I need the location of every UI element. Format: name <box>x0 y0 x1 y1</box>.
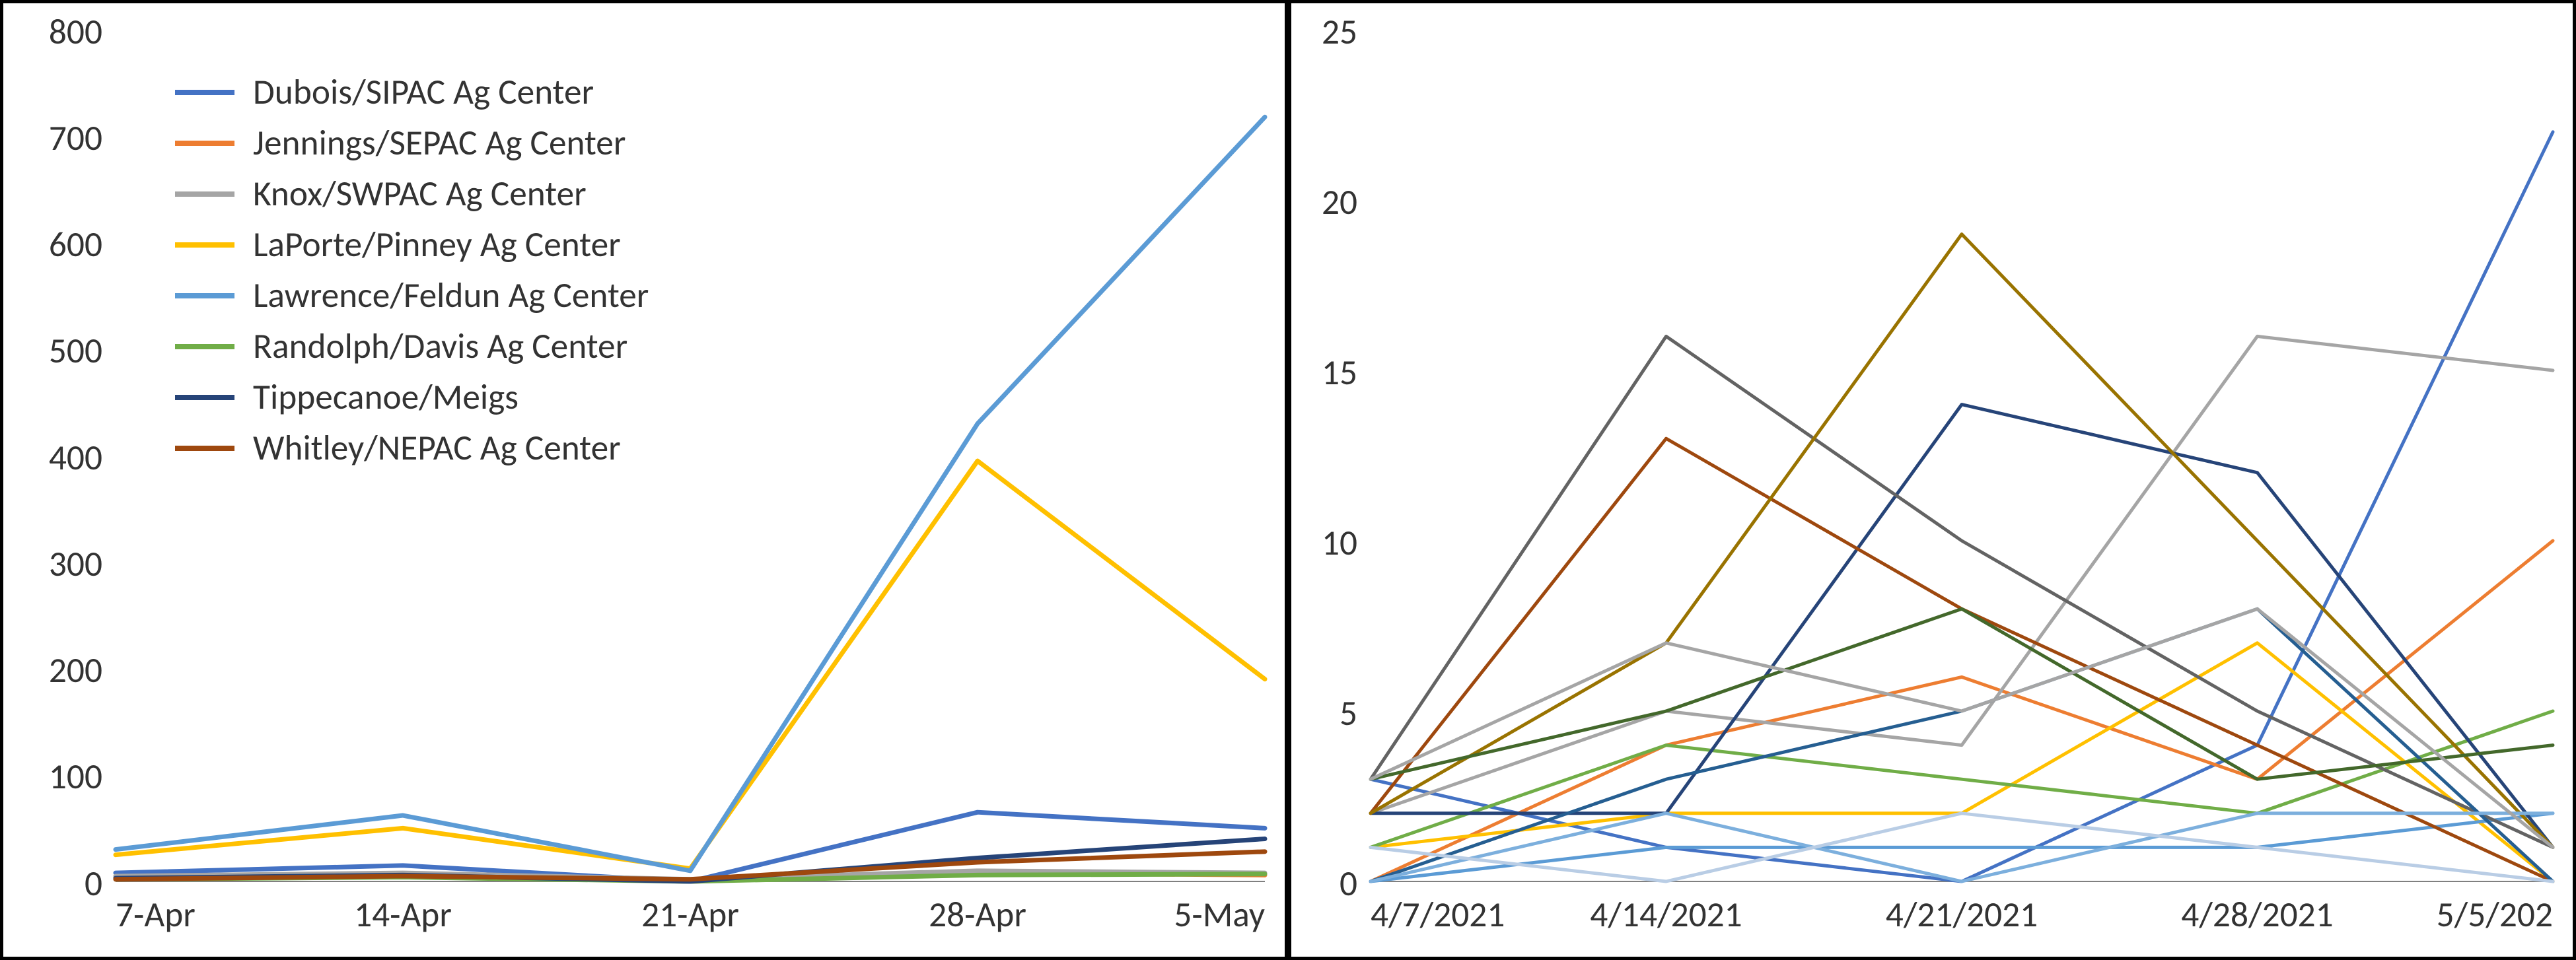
legend-swatch <box>175 395 234 400</box>
y-tick-label: 200 <box>3 649 102 692</box>
y-tick-label: 10 <box>1291 522 1357 565</box>
y-tick-label: 0 <box>1291 862 1357 905</box>
x-tick-label: 4/14/2021 <box>1590 893 1742 936</box>
y-tick-label: 25 <box>1291 11 1357 53</box>
x-tick-label: 7-Apr <box>116 893 196 936</box>
y-tick-label: 500 <box>3 329 102 372</box>
x-tick-label: 4/28/2021 <box>2181 893 2333 936</box>
legend-label: Whitley/NEPAC Ag Center <box>253 427 621 469</box>
legend-item: Randolph/Davis Ag Center <box>175 325 649 368</box>
x-tick-label: 4/21/2021 <box>1886 893 2038 936</box>
legend-item: Whitley/NEPAC Ag Center <box>175 427 649 469</box>
charts-wrap: Dubois/SIPAC Ag Center Jennings/SEPAC Ag … <box>0 0 2576 960</box>
y-tick-label: 0 <box>3 862 102 905</box>
chart-right-svg <box>1291 3 2576 888</box>
x-tick-label: 28-Apr <box>929 893 1026 936</box>
y-tick-label: 15 <box>1291 351 1357 394</box>
series-line <box>1371 132 2553 881</box>
x-tick-label: 5-May <box>1174 893 1265 936</box>
legend-label: Jennings/SEPAC Ag Center <box>253 121 626 164</box>
legend-item: Lawrence/Feldun Ag Center <box>175 274 649 317</box>
legend-item: Jennings/SEPAC Ag Center <box>175 121 649 164</box>
legend-label: Knox/SWPAC Ag Center <box>253 172 587 215</box>
y-tick-label: 600 <box>3 223 102 266</box>
series-line <box>1371 438 2553 881</box>
legend-swatch <box>175 191 234 197</box>
legend-swatch <box>175 141 234 146</box>
legend-swatch <box>175 344 234 349</box>
legend-item: LaPorte/Pinney Ag Center <box>175 223 649 266</box>
legend-label: Lawrence/Feldun Ag Center <box>253 274 649 317</box>
legend-swatch <box>175 293 234 298</box>
chart-left-legend: Dubois/SIPAC Ag Center Jennings/SEPAC Ag … <box>155 50 668 491</box>
series-line <box>1371 405 2553 848</box>
legend-label: Tippecanoe/Meigs <box>253 376 519 419</box>
legend-swatch <box>175 242 234 248</box>
y-tick-label: 800 <box>3 11 102 53</box>
legend-item: Tippecanoe/Meigs <box>175 376 649 419</box>
y-tick-label: 300 <box>3 543 102 586</box>
legend-label: LaPorte/Pinney Ag Center <box>253 223 621 266</box>
x-tick-label: 14-Apr <box>354 893 452 936</box>
x-tick-label: 21-Apr <box>641 893 739 936</box>
series-line <box>1371 336 2553 813</box>
y-tick-label: 700 <box>3 117 102 160</box>
legend-swatch <box>175 90 234 95</box>
y-tick-label: 100 <box>3 755 102 798</box>
legend-item: Dubois/SIPAC Ag Center <box>175 71 649 114</box>
chart-right-panel: 0 5 10 15 20 25 4/7/2021 4/14/2021 4/21/2021 4/2… <box>1288 0 2576 960</box>
legend-label: Dubois/SIPAC Ag Center <box>253 71 594 114</box>
series-line <box>1371 813 2553 881</box>
x-tick-label: 4/7/2021 <box>1371 893 1505 936</box>
legend-item: Knox/SWPAC Ag Center <box>175 172 649 215</box>
y-tick-label: 5 <box>1291 692 1357 735</box>
legend-swatch <box>175 446 234 451</box>
chart-left-panel: Dubois/SIPAC Ag Center Jennings/SEPAC Ag … <box>0 0 1288 960</box>
legend-label: Randolph/Davis Ag Center <box>253 325 627 368</box>
series-line <box>116 461 1265 869</box>
x-tick-label: 5/5/202 <box>2437 893 2553 936</box>
y-tick-label: 20 <box>1291 181 1357 224</box>
y-tick-label: 400 <box>3 436 102 479</box>
